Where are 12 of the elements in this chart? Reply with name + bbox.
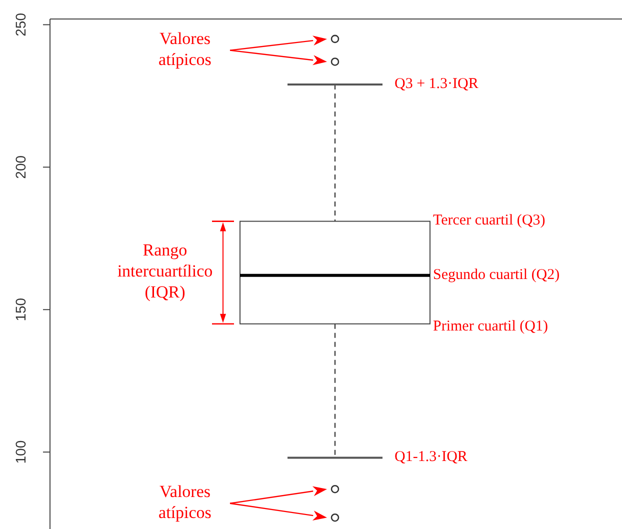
- y-tick-label: 250: [12, 12, 29, 36]
- annotation: Rango intercuartílico (IQR): [117, 240, 213, 302]
- annotation: Valores atípicos: [158, 482, 212, 522]
- y-tick-label: 100: [12, 440, 29, 464]
- y-tick-label: 150: [12, 298, 29, 322]
- y-tick-label: 200: [12, 155, 29, 179]
- annotation: Primer cuartil (Q1): [433, 318, 548, 334]
- annotation: Q1-1.3·IQR: [394, 449, 468, 466]
- annotation: Segundo cuartil (Q2): [433, 266, 560, 283]
- annotation: Valores atípicos: [158, 28, 212, 69]
- annotation: Q3 + 1.3·IQR: [394, 76, 478, 92]
- annotation: Tercer cuartil (Q3): [433, 212, 546, 229]
